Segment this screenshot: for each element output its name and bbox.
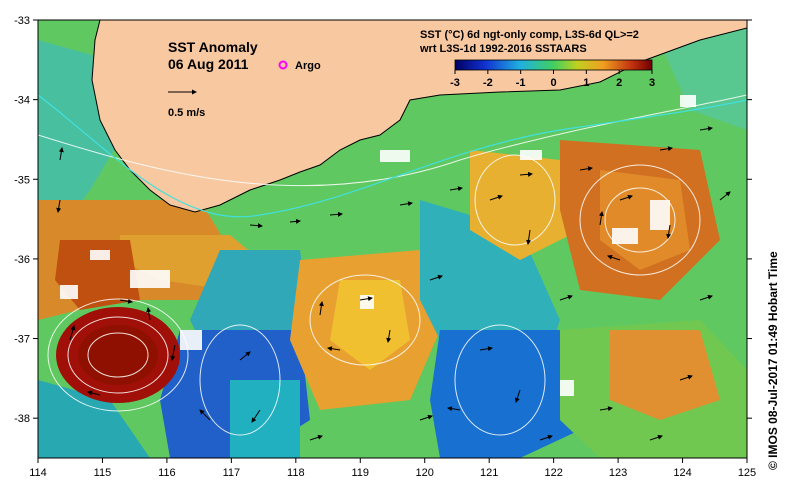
latitude-ticks: -33-34-35-36-37-38: [14, 15, 752, 425]
colorbar-tick-label: 3: [649, 77, 655, 89]
colorbar-tick-label: -1: [516, 77, 526, 89]
lat-tick-label: -35: [14, 174, 30, 186]
lon-tick-label: 121: [480, 467, 498, 479]
velocity-scale: 0.5 m/s: [168, 89, 205, 119]
lat-tick-label: -33: [14, 15, 30, 27]
colorbar-tick-label: 0: [550, 77, 556, 89]
colorbar-tick-label: -2: [483, 77, 493, 89]
lat-tick-label: -38: [14, 413, 30, 425]
argo-label: Argo: [295, 60, 321, 72]
lon-tick-label: 124: [673, 467, 691, 479]
argo-marker-icon: [278, 60, 288, 70]
lon-tick-label: 115: [94, 467, 112, 479]
map-date: 06 Aug 2011: [168, 56, 249, 72]
copyright-caption: © IMOS 08-Jul-2017 01:49 Hobart Time: [766, 251, 780, 470]
lat-tick-label: -34: [14, 95, 30, 107]
colorbar-tick-label: 2: [616, 77, 622, 89]
map-frame: [37, 19, 748, 459]
map-title: SST Anomaly: [168, 39, 258, 55]
longitude-ticks: 114 115 116 117 118 119 120 121 122 123 124 125: [29, 458, 756, 479]
lon-tick-label: 122: [544, 467, 562, 479]
colorbar-ticks: -3 -2 -1 0 1 2 3: [450, 70, 655, 89]
product-description-2: wrt L3S-1d 1992-2016 SSTAARS: [419, 43, 587, 55]
lat-tick-label: -37: [14, 334, 30, 346]
scale-label: 0.5 m/s: [168, 107, 205, 119]
colorbar-gradient: [454, 59, 653, 71]
colorbar-tick-label: 1: [583, 77, 589, 89]
lon-tick-label: 117: [223, 467, 241, 479]
colorbar-tick-label: -3: [450, 77, 460, 89]
lon-tick-label: 118: [287, 467, 305, 479]
lon-tick-label: 120: [416, 467, 434, 479]
lon-tick-label: 125: [738, 467, 756, 479]
lon-tick-label: 119: [351, 467, 369, 479]
lat-tick-label: -36: [14, 254, 30, 266]
lon-tick-label: 114: [29, 467, 47, 479]
colorbar: -3 -2 -1 0 1 2 3: [450, 59, 655, 89]
product-description-1: SST (°C) 6d ngt-only comp, L3S-6d QL>=2: [420, 29, 639, 41]
sst-field: [38, 20, 747, 458]
lon-tick-label: 116: [158, 467, 176, 479]
argo-legend: Argo: [278, 60, 321, 72]
lon-tick-label: 123: [609, 467, 627, 479]
